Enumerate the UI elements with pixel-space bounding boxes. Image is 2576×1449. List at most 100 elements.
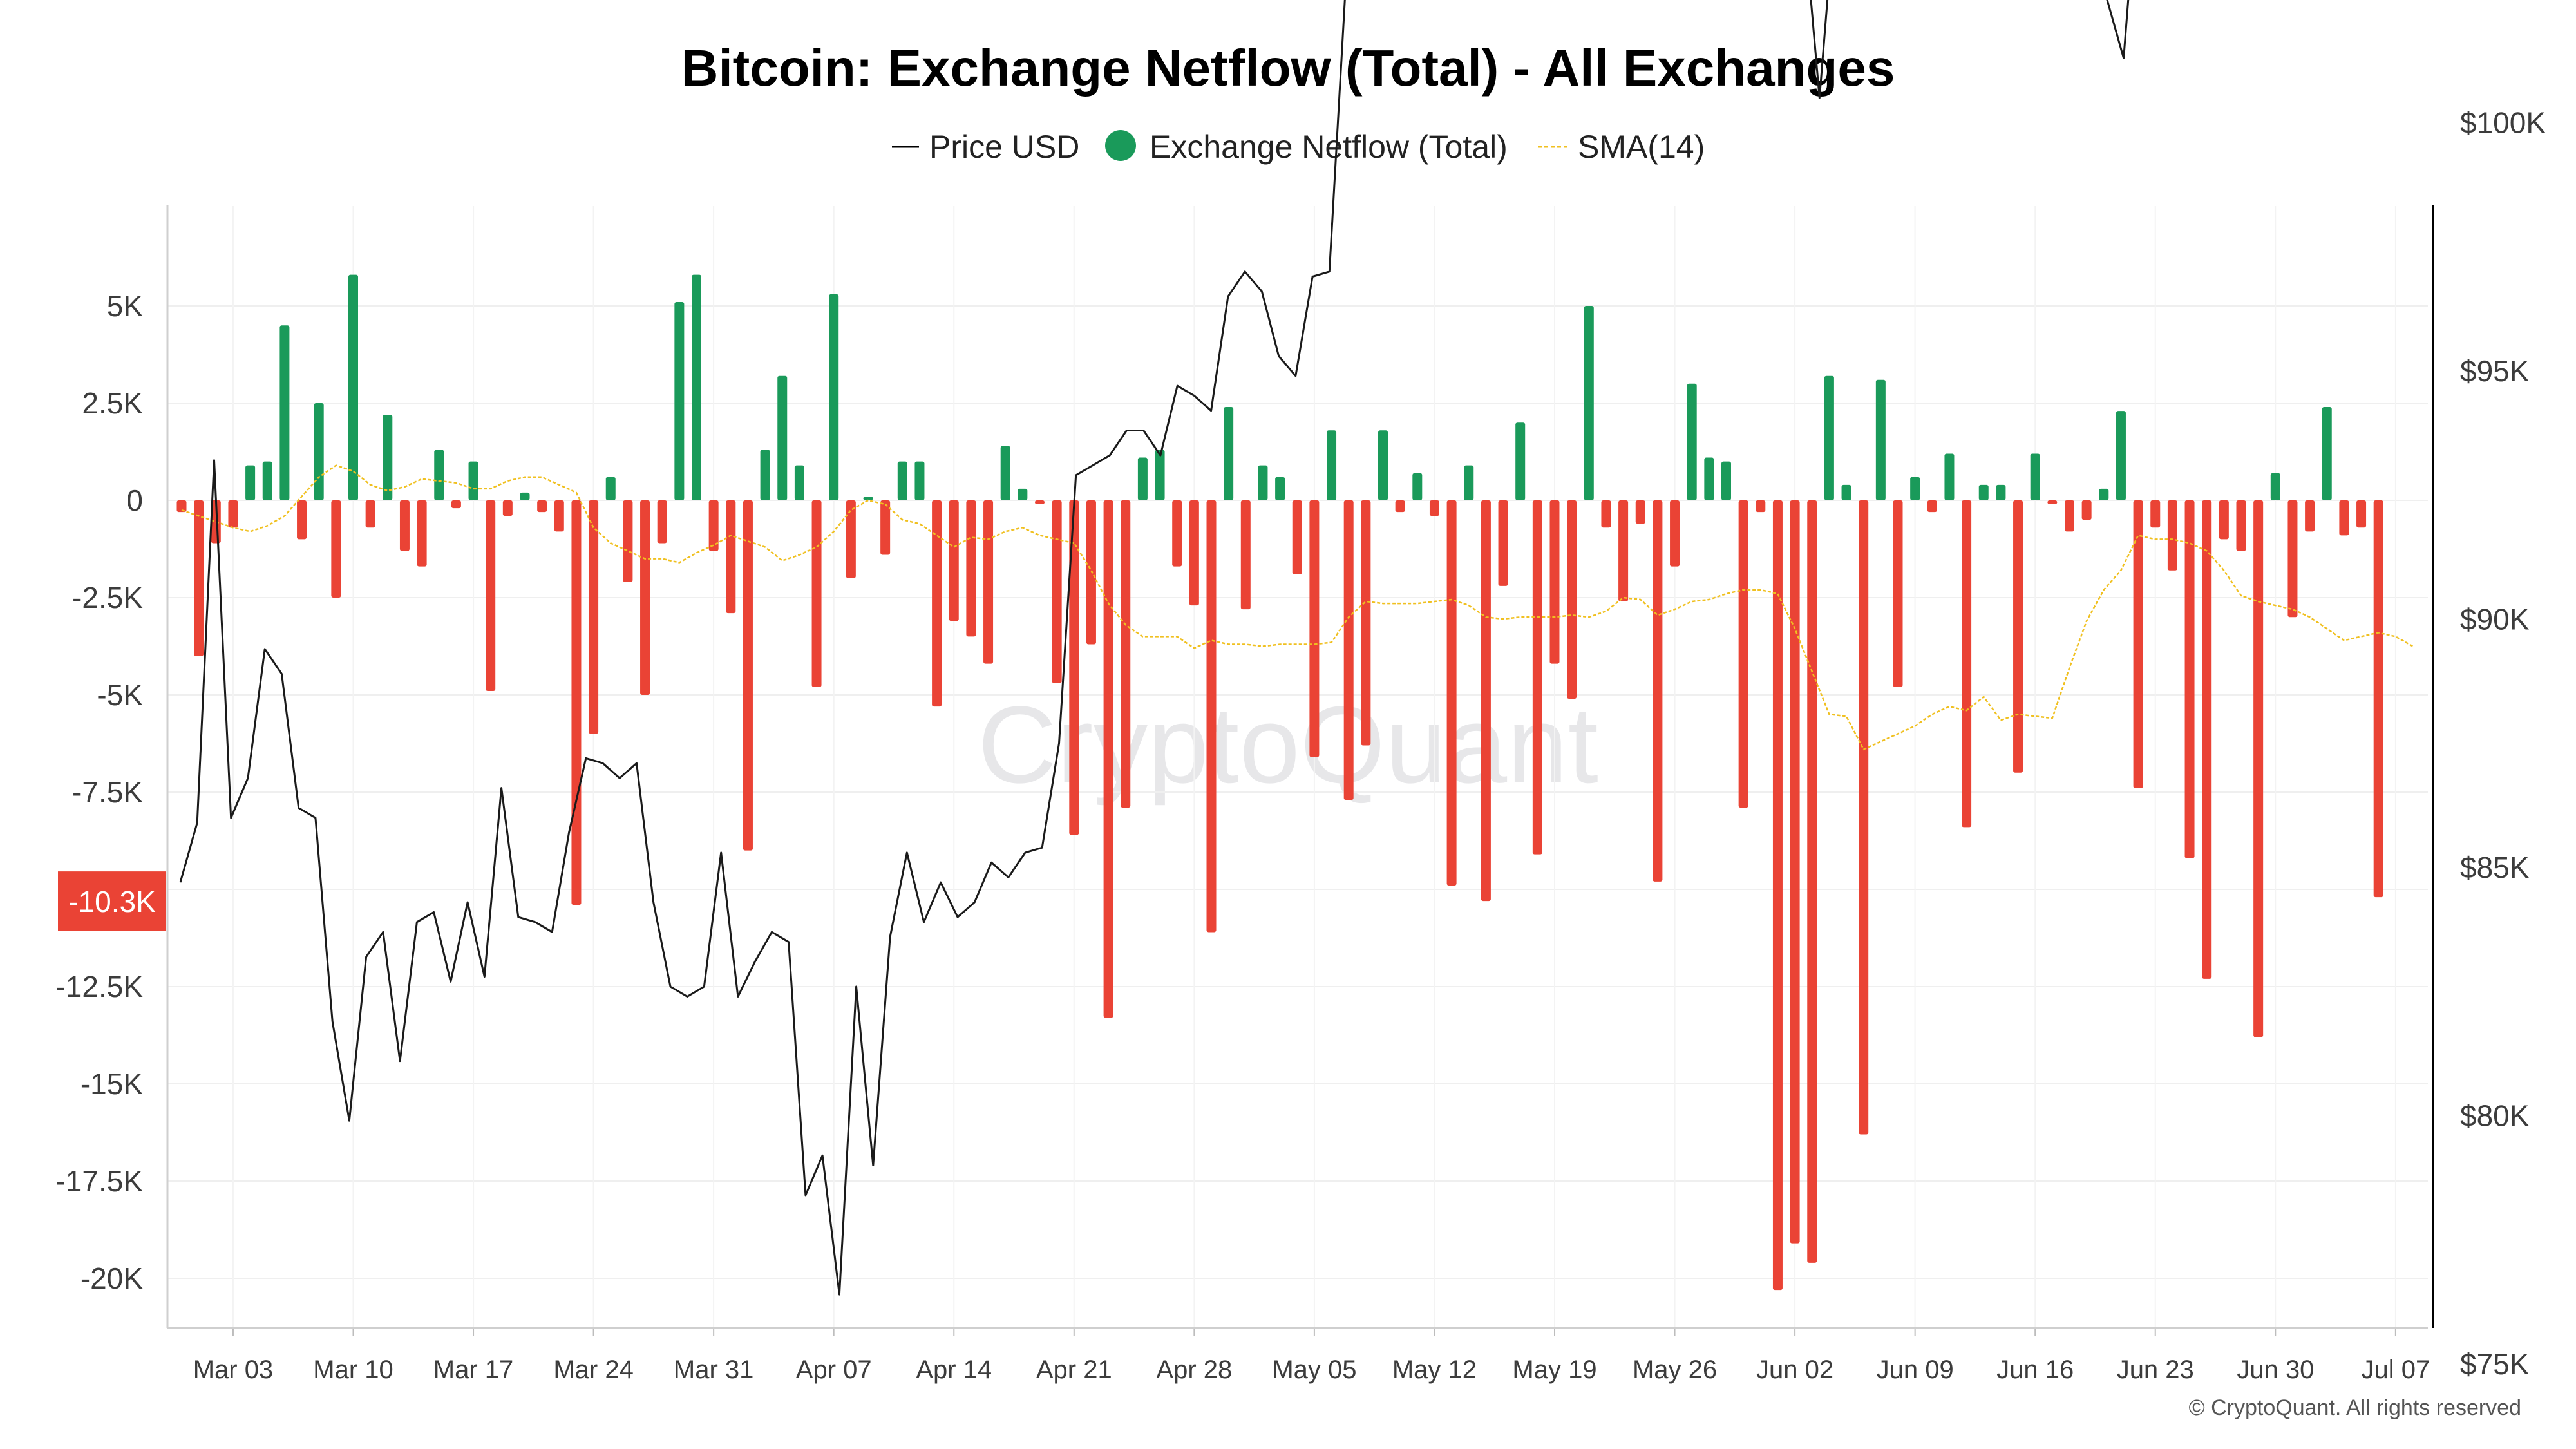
netflow-bar-negative [1498, 500, 1508, 586]
x-tick-label: Mar 24 [553, 1356, 634, 1384]
y-left-tick-label: -12.5K [55, 970, 143, 1003]
netflow-bar-negative [949, 500, 959, 621]
netflow-bar-positive [794, 465, 804, 500]
netflow-bar-negative [2253, 500, 2264, 1037]
price-line [179, 0, 2130, 1296]
netflow-bar-negative [1772, 500, 1783, 1291]
netflow-bar-positive [1875, 379, 1886, 500]
netflow-bar-positive [1515, 422, 1526, 500]
netflow-bar-negative [2013, 500, 2023, 773]
netflow-bar-negative [1309, 500, 1320, 757]
netflow-bar-negative [1927, 500, 1937, 513]
x-tick-label: May 19 [1512, 1356, 1596, 1384]
netflow-bar-positive [829, 294, 839, 500]
netflow-bar-negative [1807, 500, 1817, 1263]
netflow-bar-positive [1944, 453, 1955, 500]
y-right-tick-label: $85K [2460, 851, 2530, 884]
left-value-badge-text: -10.3K [68, 885, 156, 918]
netflow-bar-negative [1738, 500, 1748, 808]
netflow-bar-negative [1670, 500, 1680, 567]
y-left-tick-label: -5K [97, 678, 143, 712]
netflow-bar-positive [674, 301, 685, 500]
netflow-bar-negative [1035, 500, 1045, 505]
netflow-bar-negative [571, 500, 582, 905]
netflow-bar-negative [2184, 500, 2195, 858]
y-left-tick-label: -2.5K [72, 581, 143, 614]
netflow-bar-negative [1361, 500, 1371, 746]
netflow-bar-negative [2065, 500, 2074, 532]
x-tick-label: Jun 09 [1877, 1356, 1954, 1384]
netflow-bar-negative [1069, 500, 1079, 835]
netflow-bar-negative [1567, 500, 1577, 699]
netflow-bar-negative [2339, 500, 2349, 536]
netflow-bar-positive [914, 461, 925, 500]
netflow-bar-negative [846, 500, 856, 578]
netflow-bar-positive [1704, 457, 1714, 500]
chart-title: Bitcoin: Exchange Netflow (Total) - All … [681, 39, 1895, 97]
legend-label: Exchange Netflow (Total) [1150, 129, 1508, 165]
netflow-bar-positive [1378, 430, 1388, 500]
netflow-bar-positive [1155, 450, 1165, 500]
netflow-bar-positive [1327, 430, 1337, 500]
netflow-bar-negative [743, 500, 753, 851]
legend-label: Price USD [929, 129, 1079, 165]
netflow-bar-negative [2150, 500, 2161, 528]
netflow-bar-positive [245, 465, 256, 500]
netflow-bar-negative [1962, 500, 1972, 828]
netflow-bar-negative [1103, 500, 1113, 1018]
netflow-bar-positive [262, 461, 272, 500]
sma-line [181, 464, 2414, 751]
netflow-bar-negative [623, 500, 633, 582]
netflow-bar-negative [1206, 500, 1217, 933]
copyright-text: © CryptoQuant. All rights reserved [2189, 1396, 2521, 1420]
y-right-tick-label: $95K [2460, 354, 2530, 388]
netflow-bar-negative [2219, 500, 2229, 540]
netflow-bar-negative [1859, 500, 1869, 1135]
netflow-bar-positive [1224, 407, 1234, 500]
y-left-tick-label: 5K [107, 289, 144, 323]
netflow-bar-negative [2287, 500, 2298, 618]
netflow-bar-negative [1756, 500, 1766, 513]
netflow-bar-positive [2322, 407, 2332, 500]
netflow-bar-negative [880, 500, 891, 555]
x-tick-label: Mar 17 [433, 1356, 514, 1384]
netflow-bar-positive [1412, 473, 1423, 500]
netflow-bar-negative [417, 500, 427, 567]
netflow-bar-positive [863, 496, 873, 500]
netflow-bar-positive [1275, 477, 1285, 500]
netflow-bar-negative [1549, 500, 1560, 664]
netflow-bar-negative [2047, 500, 2058, 505]
netflow-bar-negative [486, 500, 496, 691]
y-right-tick-label: $90K [2460, 603, 2530, 636]
netflow-bar-positive [314, 403, 324, 500]
netflow-bar-negative [1893, 500, 1903, 687]
netflow-bar-positive [1996, 484, 2006, 500]
legend: Price USD Exchange Netflow (Total) SMA(14) [892, 129, 1705, 165]
netflow-bar-negative [2202, 500, 2212, 979]
legend-netflow-dot-icon [1105, 130, 1136, 161]
netflow-bar-positive [434, 450, 444, 500]
netflow-bar-positive [897, 461, 907, 500]
netflow-bar-negative [1052, 500, 1062, 683]
netflow-bar-positive [1018, 488, 1028, 500]
netflow-bar-positive [2099, 488, 2109, 500]
y-right-tick-label: $80K [2460, 1099, 2530, 1133]
y-left-tick-label: -20K [80, 1262, 143, 1295]
netflow-bar-negative [1601, 500, 1611, 528]
x-tick-label: Mar 03 [193, 1356, 274, 1384]
netflow-bar-negative [194, 500, 204, 656]
netflow-bar-negative [502, 500, 513, 516]
netflow-bar-negative [2236, 500, 2246, 551]
netflow-bar-positive [1258, 465, 1268, 500]
netflow-bar-negative [983, 500, 994, 664]
x-tick-label: Jun 02 [1756, 1356, 1833, 1384]
netflow-bar-negative [176, 500, 187, 513]
netflow-bar-negative [554, 500, 564, 532]
netflow-bar-positive [605, 477, 616, 500]
x-tick-label: Jun 30 [2237, 1356, 2314, 1384]
netflow-bars [176, 274, 2383, 1291]
netflow-bar-positive [520, 492, 530, 500]
netflow-bar-negative [1481, 500, 1491, 902]
legend-label: SMA(14) [1578, 129, 1705, 165]
